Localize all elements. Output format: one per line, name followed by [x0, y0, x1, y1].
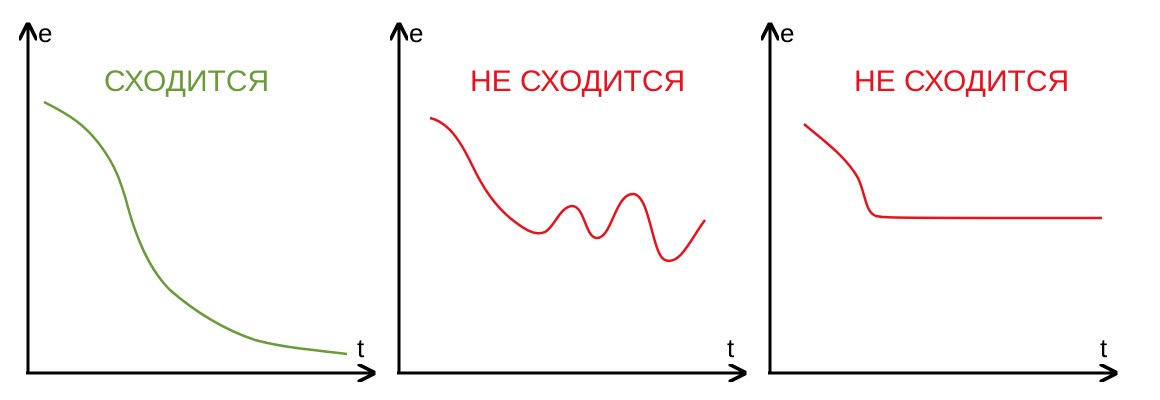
- error-curve-converging: [43, 100, 348, 356]
- y-axis-label: e: [409, 18, 423, 48]
- panel-title: НЕ СХОДИТСЯ: [470, 65, 685, 98]
- x-axis-label: t: [357, 333, 365, 363]
- panel-oscillating: e t НЕ СХОДИТСЯ: [397, 18, 743, 373]
- x-axis-label: t: [727, 333, 735, 363]
- panel-title: СХОДИТСЯ: [104, 65, 269, 98]
- panel-converges: e t СХОДИТСЯ: [26, 18, 372, 373]
- error-curve-oscillating: [429, 116, 707, 263]
- error-curve-plateau: [803, 123, 1103, 220]
- panel-title: НЕ СХОДИТСЯ: [854, 65, 1069, 98]
- y-axis-label: e: [38, 18, 52, 48]
- x-axis-label: t: [1100, 333, 1108, 363]
- panel-plateau: e t НЕ СХОДИТСЯ: [768, 18, 1114, 373]
- y-axis-label: e: [780, 18, 794, 48]
